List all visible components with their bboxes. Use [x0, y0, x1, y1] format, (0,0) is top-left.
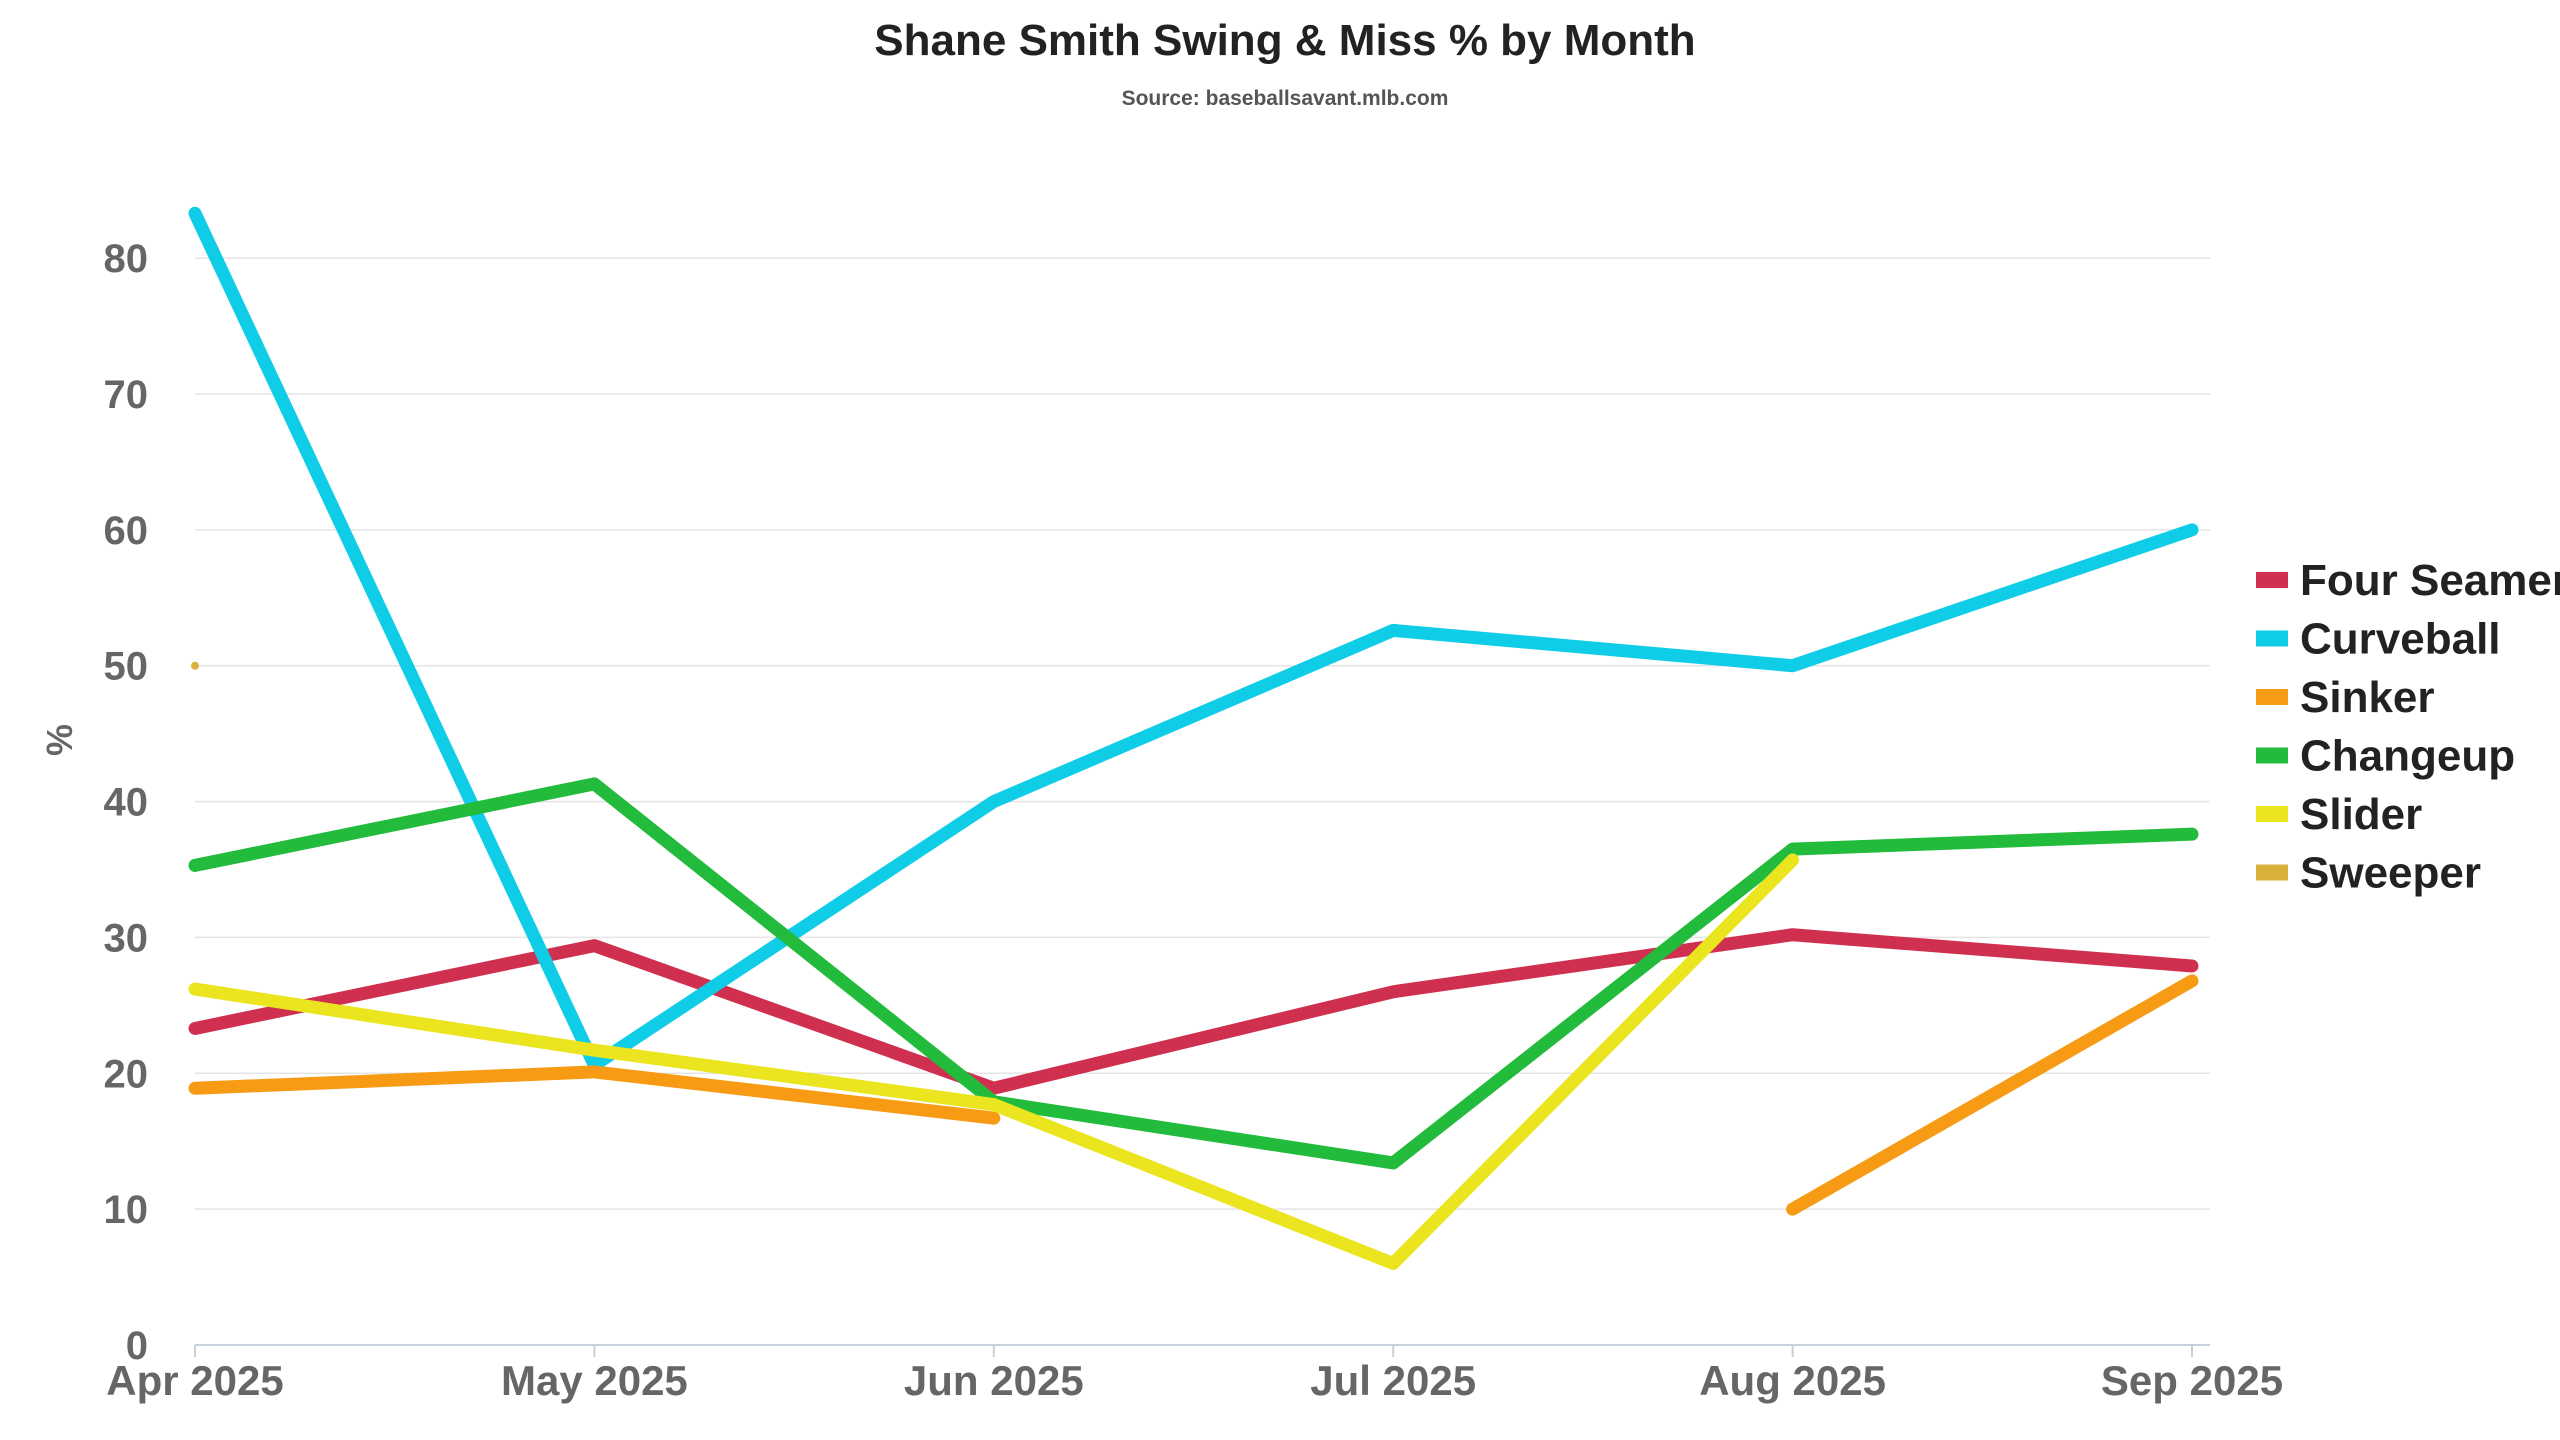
x-tick-label: Apr 2025: [106, 1357, 283, 1404]
axes: 0 10 20 30 40 50 60 70 80 Apr 2025 May 2025 Jun 202…: [104, 237, 2284, 1404]
y-tick-label: 40: [104, 781, 149, 825]
x-tick-label: Jun 2025: [904, 1357, 1084, 1404]
series-lines: [188, 206, 2199, 1270]
series-line[interactable]: [188, 1065, 1001, 1125]
x-tick-label: Sep 2025: [2101, 1357, 2283, 1404]
x-tick-label: May 2025: [501, 1357, 688, 1404]
gridlines: [195, 257, 2210, 1210]
y-tick-label: 30: [104, 916, 149, 960]
legend-label: Sinker: [2300, 673, 2435, 722]
legend-label: Sweeper: [2300, 849, 2481, 898]
series-line[interactable]: [188, 777, 2199, 1170]
series-line[interactable]: [188, 853, 1800, 1270]
legend-swatch: [2256, 806, 2288, 822]
legend-label: Four Seamer: [2300, 556, 2560, 605]
legend-label: Curveball: [2300, 615, 2501, 664]
y-tick-label: 20: [104, 1052, 149, 1096]
data-point[interactable]: [191, 661, 199, 670]
legend-swatch: [2256, 747, 2288, 764]
legend-swatch: [2256, 864, 2288, 881]
y-tick-label: 10: [104, 1188, 149, 1232]
y-tick-label: 0: [126, 1324, 148, 1368]
series-line[interactable]: [188, 206, 2199, 1072]
legend-label: Slider: [2300, 790, 2422, 839]
y-tick-label: 70: [104, 373, 149, 417]
series-line[interactable]: [188, 928, 2199, 1095]
legend[interactable]: Four Seamer Curveball Sinker Changeup Slider…: [2256, 556, 2560, 898]
series-curveball[interactable]: [188, 206, 2199, 1072]
series-sweeper[interactable]: [191, 661, 199, 670]
legend-label: Changeup: [2300, 732, 2515, 781]
legend-item-sinker[interactable]: Sinker: [2256, 673, 2435, 722]
series-four-seamer[interactable]: [188, 928, 2199, 1095]
y-axis-label: %: [39, 724, 80, 756]
chart-title: Shane Smith Swing & Miss % by Month: [874, 16, 1695, 65]
legend-swatch: [2256, 572, 2288, 588]
series-changeup[interactable]: [188, 777, 2199, 1170]
legend-item-slider[interactable]: Slider: [2256, 790, 2422, 839]
legend-swatch: [2256, 630, 2288, 647]
legend-swatch: [2256, 689, 2288, 705]
x-tick-label: Jul 2025: [1310, 1357, 1476, 1404]
series-slider[interactable]: [188, 853, 1800, 1270]
legend-item-four-seamer[interactable]: Four Seamer: [2256, 556, 2560, 605]
y-tick-label: 60: [104, 509, 149, 553]
series-line[interactable]: [1786, 974, 2199, 1216]
legend-item-curveball[interactable]: Curveball: [2256, 615, 2501, 664]
legend-item-changeup[interactable]: Changeup: [2256, 732, 2515, 781]
y-tick-label: 50: [104, 645, 149, 689]
legend-item-sweeper[interactable]: Sweeper: [2256, 849, 2481, 898]
chart-subtitle: Source: baseballsavant.mlb.com: [1122, 87, 1449, 110]
y-tick-label: 80: [104, 237, 149, 281]
series-sinker[interactable]: [188, 974, 2199, 1216]
x-tick-label: Aug 2025: [1699, 1357, 1886, 1404]
